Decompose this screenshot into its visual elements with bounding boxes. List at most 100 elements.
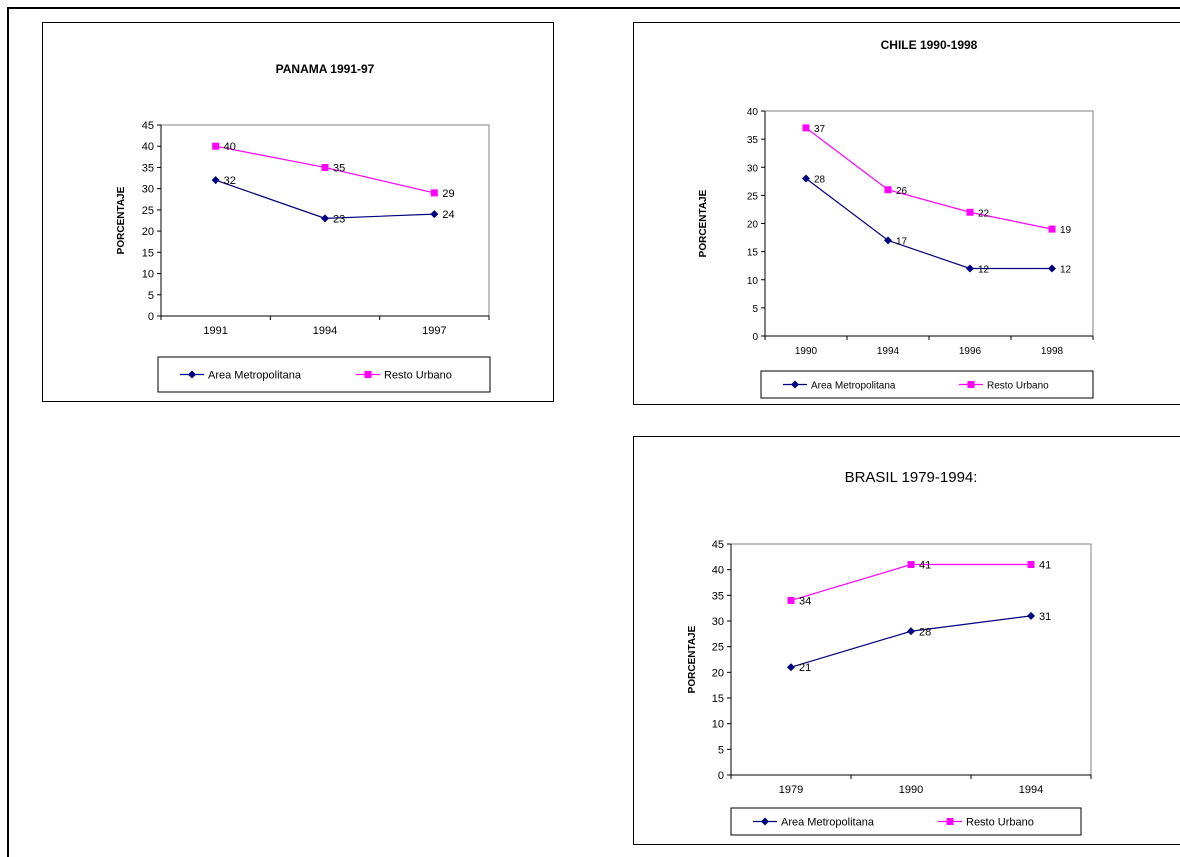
x-tick-label: 1991 [203,325,227,337]
y-tick-label: 10 [142,269,154,281]
data-point [907,627,915,636]
legend [730,807,1082,836]
chart-title: CHILE 1990-1998 [881,38,978,52]
chart-svg: CHILE 1990-1998 0 5 10 15 20 25 30 35 40 1990 1994 1… [698,38,1094,399]
data-label: 28 [919,626,931,638]
y-tick-label: 20 [142,226,154,238]
x-tick-label: 1979 [779,784,803,796]
data-point [211,176,220,185]
data-label: 41 [1039,560,1051,572]
chart-title: PANAMA 1991-97 [276,62,375,76]
x-tick-label: 1997 [422,325,446,337]
legend-label: Resto Urbano [987,381,1049,392]
chart-svg: BRASIL 1979-1994: 0 5 10 15 20 25 30 35 40 45 1979 1… [687,469,1092,836]
legend-label: Area Metropolitana [811,381,896,392]
data-point [1027,611,1035,620]
y-tick-label: 0 [752,332,758,343]
y-tick-label: 35 [747,135,759,146]
data-point [802,174,810,183]
y-tick-label: 20 [712,667,724,679]
legend-marker [761,817,769,826]
data-point [321,163,329,171]
y-tick-label: 20 [747,220,759,231]
x-tick-label: 1990 [795,346,818,357]
chart-0: PANAMA 1991-97 0 5 10 15 20 25 30 35 40 45 1991 1994… [42,22,554,402]
y-tick-label: 0 [148,311,154,323]
data-label: 19 [1060,225,1072,236]
data-label: 23 [333,213,345,225]
data-point [1027,561,1035,569]
x-tick-label: 1990 [899,784,923,796]
y-tick-label: 40 [142,141,154,153]
y-tick-label: 40 [747,107,759,118]
data-label: 35 [333,162,345,174]
legend [157,356,491,393]
x-tick-label: 1994 [877,346,900,357]
data-point [787,596,795,604]
y-axis-title: PORCENTAJE [687,625,698,693]
y-tick-label: 5 [752,304,758,315]
data-label: 12 [1060,265,1072,276]
x-tick-label: 1994 [313,325,337,337]
legend-label: Area Metropolitana [208,370,302,382]
y-tick-label: 30 [142,184,154,196]
y-tick-label: 25 [747,191,759,202]
data-label: 34 [799,595,811,607]
y-tick-label: 35 [142,162,154,174]
data-point [1048,264,1056,273]
data-point [1048,225,1056,233]
y-tick-label: 45 [142,120,154,132]
y-tick-label: 10 [747,276,759,287]
y-axis-title: PORCENTAJE [698,189,709,257]
series-line-0 [215,179,435,219]
data-label: 22 [978,208,990,219]
data-point [787,663,795,672]
x-tick-label: 1998 [1041,346,1064,357]
y-tick-label: 5 [148,290,154,302]
legend-marker [364,371,372,378]
chart-1: CHILE 1990-1998 0 5 10 15 20 25 30 35 40 1990 1994 1… [633,22,1180,405]
data-label: 40 [224,141,236,153]
chart-title: BRASIL 1979-1994: [845,469,978,486]
series-line-1 [805,127,1053,230]
y-tick-label: 30 [747,163,759,174]
y-tick-label: 25 [142,205,154,217]
legend-label: Area Metropolitana [781,817,875,829]
data-label: 32 [224,175,236,187]
page-frame [7,7,1180,857]
legend-label: Resto Urbano [966,817,1034,829]
data-label: 24 [442,209,454,221]
chart-svg: PANAMA 1991-97 0 5 10 15 20 25 30 35 40 45 1991 1994… [116,62,491,393]
y-tick-label: 0 [718,770,724,782]
y-tick-label: 10 [712,719,724,731]
data-label: 41 [919,560,931,572]
y-tick-label: 30 [712,616,724,628]
data-label: 28 [814,175,826,186]
data-point [802,124,810,132]
data-label: 26 [896,186,908,197]
data-point [884,236,892,245]
data-label: 29 [442,188,454,200]
plot-area [764,110,1094,337]
series-line-1 [790,563,1031,602]
legend [760,370,1094,399]
data-label: 37 [814,124,826,135]
data-point [884,186,892,194]
legend-marker [967,381,975,388]
x-tick-label: 1994 [1019,784,1043,796]
data-point [321,214,329,223]
chart-2: BRASIL 1979-1994: 0 5 10 15 20 25 30 35 40 45 1979 1… [633,436,1180,845]
y-tick-label: 25 [712,642,724,654]
data-point [212,142,220,150]
y-tick-label: 5 [718,744,724,756]
data-point [430,210,439,219]
data-point [966,264,974,273]
y-tick-label: 15 [747,248,759,259]
data-point [430,189,438,197]
y-tick-label: 35 [712,590,724,602]
series-line-0 [790,615,1032,668]
series-line-0 [805,178,1052,270]
data-label: 17 [896,236,908,247]
data-label: 12 [978,265,990,276]
data-label: 21 [799,662,811,674]
